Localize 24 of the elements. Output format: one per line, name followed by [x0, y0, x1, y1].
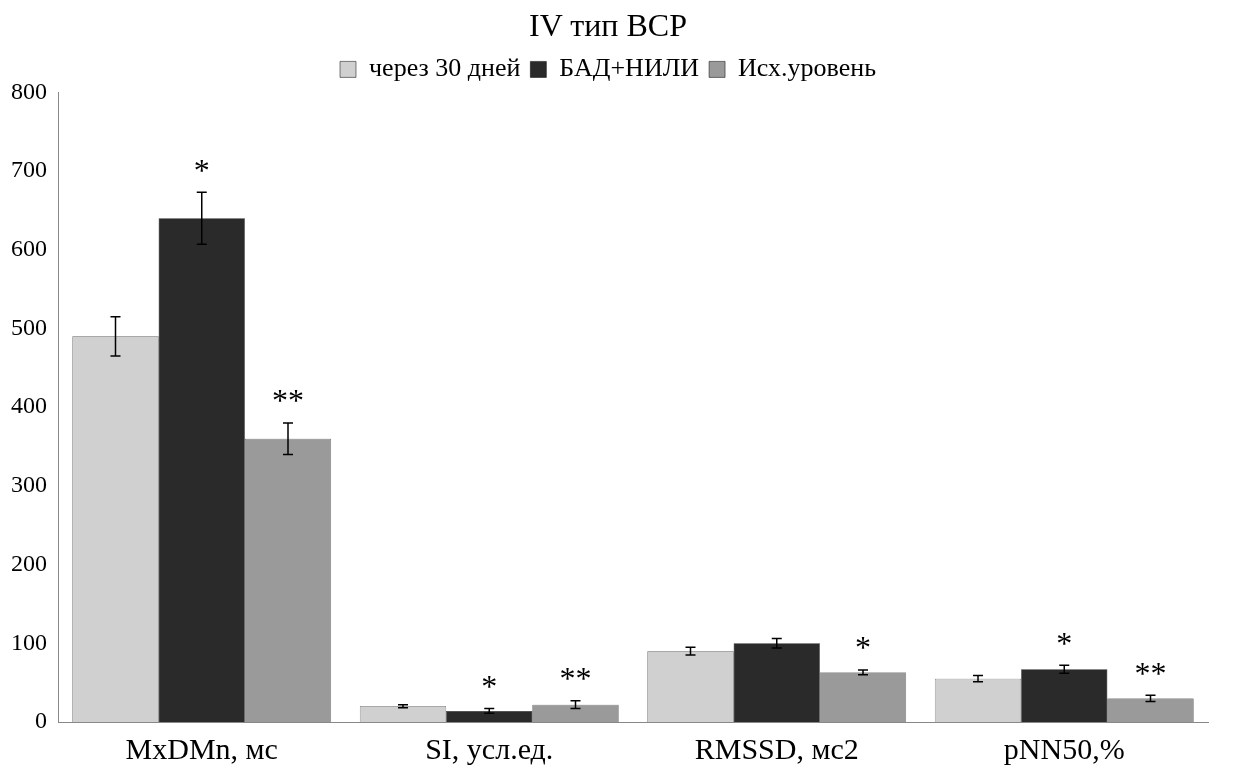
- data-label: **: [272, 382, 304, 419]
- data-label: **: [1134, 654, 1167, 691]
- x-tick-label: RMSSD, мс2: [694, 731, 859, 765]
- x-tick-label: MxDMn, мс: [125, 731, 278, 765]
- y-tick-label: 0: [35, 707, 47, 734]
- y-tick-label: 600: [11, 235, 47, 262]
- y-tick-label: 800: [11, 77, 47, 104]
- x-tick-label: SI, усл.ед.: [425, 731, 554, 765]
- data-label: *: [481, 668, 498, 705]
- y-tick-label: 700: [11, 156, 47, 183]
- data-label: **: [559, 660, 592, 697]
- legend-label: через 30 дней: [369, 53, 521, 83]
- data-label: *: [855, 629, 871, 666]
- data-label: *: [1056, 624, 1073, 661]
- y-tick-label: 300: [11, 471, 47, 498]
- x-tick-label: pNN50,%: [1003, 731, 1125, 765]
- y-tick-label: 100: [11, 628, 47, 655]
- y-tick-label: 500: [11, 313, 47, 340]
- y-tick-label: 400: [11, 392, 47, 419]
- y-tick-label: 200: [11, 549, 47, 576]
- chart-title: IV тип ВСР: [529, 6, 687, 43]
- legend-label: Исх.уровень: [738, 53, 877, 83]
- legend-label: БАД+НИЛИ: [559, 53, 700, 83]
- data-label: *: [193, 151, 210, 188]
